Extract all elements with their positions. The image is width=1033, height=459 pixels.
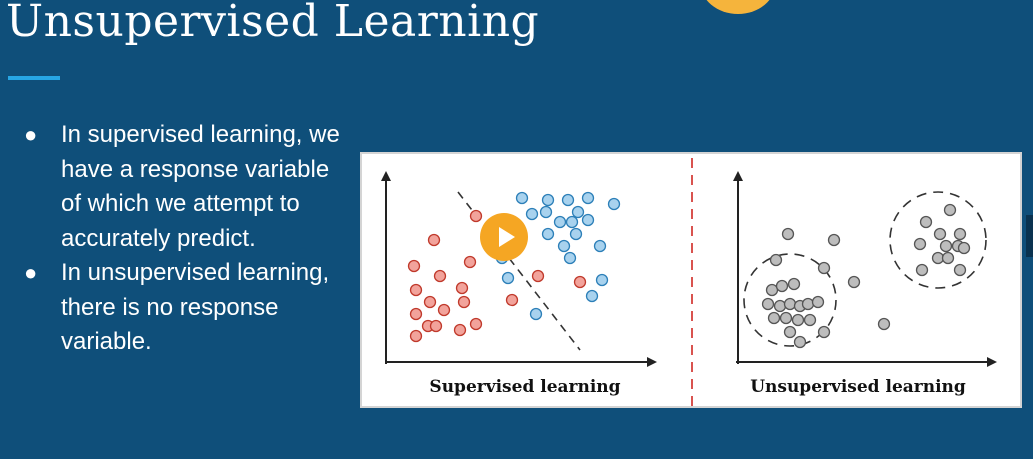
gray-point <box>877 317 891 331</box>
bullet-dot-icon: ● <box>24 122 38 147</box>
gray-point <box>913 237 927 251</box>
blue-point <box>541 193 555 207</box>
gray-point <box>915 263 929 277</box>
gray-point <box>791 313 805 327</box>
gray-point <box>847 275 861 289</box>
gray-point <box>787 277 801 291</box>
red-point <box>573 275 587 289</box>
bullet-dot-icon: ● <box>24 260 38 285</box>
red-point <box>423 295 437 309</box>
gray-points <box>761 203 971 349</box>
red-point <box>409 329 423 343</box>
blue-points <box>495 191 621 321</box>
gray-point <box>957 241 971 255</box>
blue-point <box>501 271 515 285</box>
blue-point <box>561 193 575 207</box>
red-point <box>437 303 451 317</box>
bullet-item-1: ● In supervised learning, we have a resp… <box>20 118 340 256</box>
red-point <box>429 319 443 333</box>
blue-point <box>581 213 595 227</box>
gray-point <box>939 239 953 253</box>
gray-point <box>793 335 807 349</box>
red-point <box>455 281 469 295</box>
gray-point <box>953 263 967 277</box>
blue-point <box>529 307 543 321</box>
gray-point <box>769 253 783 267</box>
gray-point <box>783 325 797 339</box>
figure-svg: Supervised learning <box>381 158 997 406</box>
gray-point <box>811 295 825 309</box>
blue-point <box>525 207 539 221</box>
left-plot-label: Supervised learning <box>429 377 620 397</box>
gray-point <box>941 251 955 265</box>
gray-point <box>817 325 831 339</box>
blue-point <box>539 205 553 219</box>
gray-point <box>783 297 797 311</box>
learning-figure: Supervised learning <box>360 152 1022 408</box>
blue-point <box>607 197 621 211</box>
gray-point <box>761 297 775 311</box>
red-point <box>427 233 441 247</box>
red-point <box>531 269 545 283</box>
blue-point <box>553 215 567 229</box>
bullet-list: ● In supervised learning, we have a resp… <box>20 118 340 360</box>
blue-point <box>557 239 571 253</box>
gray-point <box>933 227 947 241</box>
bullet-text-1: In supervised learning, we have a respon… <box>61 121 340 252</box>
play-button[interactable] <box>480 213 528 261</box>
slide-title: Unsupervised Learning <box>6 0 540 47</box>
gray-point <box>817 261 831 275</box>
gray-point <box>943 203 957 217</box>
gray-point <box>931 251 945 265</box>
red-point <box>505 293 519 307</box>
gray-point <box>953 227 967 241</box>
red-point <box>433 269 447 283</box>
gray-point <box>827 233 841 247</box>
side-panel-handle[interactable] <box>1026 215 1033 257</box>
blue-point <box>585 289 599 303</box>
play-icon <box>499 227 515 247</box>
gray-point <box>919 215 933 229</box>
bullet-text-2: In unsupervised learning, there is no re… <box>61 259 330 355</box>
bullet-item-2: ● In unsupervised learning, there is no … <box>20 256 340 360</box>
blue-point <box>563 251 577 265</box>
blue-point <box>565 215 579 229</box>
blue-point <box>593 239 607 253</box>
red-points <box>407 209 587 343</box>
blue-point <box>595 273 609 287</box>
blue-point <box>571 205 585 219</box>
gray-point <box>765 283 779 297</box>
cluster-ring-left <box>743 253 837 347</box>
red-point <box>469 209 483 223</box>
corner-circle <box>700 0 776 14</box>
red-point <box>469 317 483 331</box>
right-plot-label: Unsupervised learning <box>750 377 966 397</box>
red-point <box>407 259 421 273</box>
gray-point <box>801 297 815 311</box>
gray-point <box>803 313 817 327</box>
gray-point <box>767 311 781 325</box>
gray-point <box>773 299 787 313</box>
cluster-ring-right <box>889 191 987 289</box>
title-underline <box>8 76 60 80</box>
gray-point <box>781 227 795 241</box>
blue-point <box>569 227 583 241</box>
red-point <box>457 295 471 309</box>
blue-point <box>581 191 595 205</box>
red-point <box>409 307 423 321</box>
red-point <box>453 323 467 337</box>
blue-point <box>515 191 529 205</box>
gray-point <box>775 279 789 293</box>
gray-point <box>779 311 793 325</box>
blue-point <box>541 227 555 241</box>
red-point <box>409 283 423 297</box>
red-point <box>463 255 477 269</box>
